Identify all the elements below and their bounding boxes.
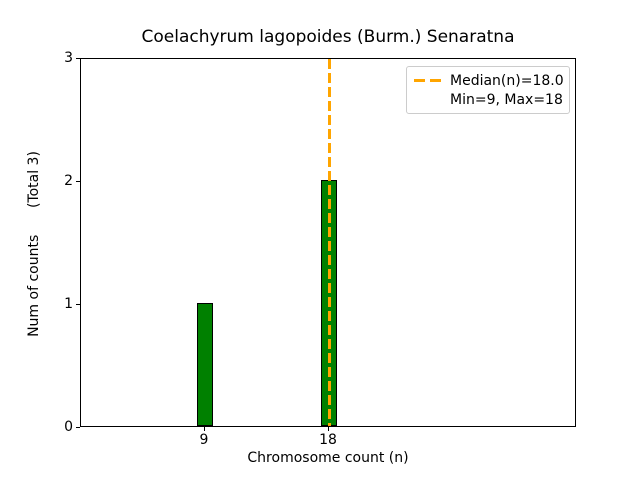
- legend-label-median: Median(n)=18.0: [450, 72, 564, 89]
- y-axis-label: Num of counts (Total 3): [26, 151, 42, 337]
- legend-label-minmax: Min=9, Max=18: [450, 91, 563, 108]
- y-tick-label: 2: [64, 173, 73, 189]
- x-tick-label: 9: [199, 432, 209, 448]
- legend: Median(n)=18.0 Min=9, Max=18: [406, 66, 570, 114]
- x-tick-label: 18: [319, 432, 337, 448]
- y-tick-label: 1: [64, 296, 73, 312]
- legend-entry-minmax: Min=9, Max=18: [414, 90, 563, 109]
- y-tick-mark: [76, 180, 80, 182]
- y-tick-label: 0: [64, 419, 73, 435]
- legend-entry-median: Median(n)=18.0: [414, 71, 564, 90]
- bar-n9: [197, 303, 213, 426]
- y-tick-mark: [76, 57, 80, 59]
- x-axis-label: Chromosome count (n): [247, 450, 409, 466]
- plot-area: Median(n)=18.0 Min=9, Max=18: [80, 58, 576, 427]
- median-dashed-line-swatch: [414, 79, 441, 82]
- x-tick-mark: [327, 427, 329, 431]
- median-line: [327, 59, 331, 426]
- chart-title: Coelachyrum lagopoides (Burm.) Senaratna: [141, 27, 515, 47]
- x-tick-mark: [203, 427, 205, 431]
- y-tick-mark: [76, 426, 80, 428]
- y-tick-mark: [76, 303, 80, 305]
- legend-spacer: [414, 98, 441, 101]
- y-tick-label: 3: [64, 50, 73, 66]
